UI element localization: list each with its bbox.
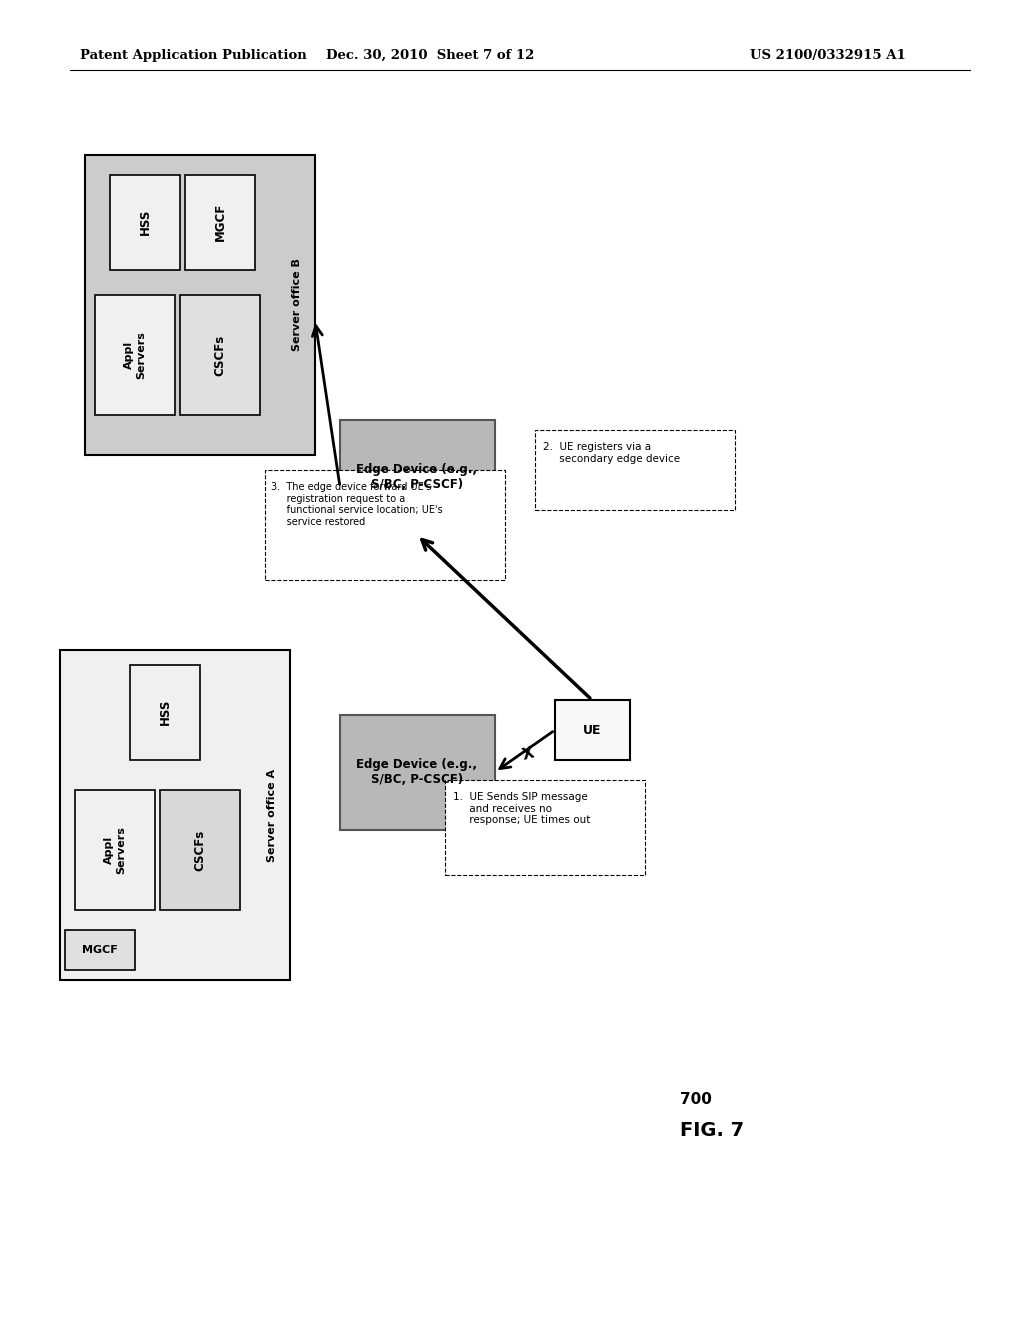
Text: 1.  UE Sends SIP message
     and receives no
     response; UE times out: 1. UE Sends SIP message and receives no … — [453, 792, 591, 825]
Bar — [340, 715, 495, 830]
Text: Appl
Servers: Appl Servers — [124, 331, 145, 379]
Bar — [60, 649, 290, 979]
Text: MGCF: MGCF — [213, 203, 226, 242]
Text: Patent Application Publication: Patent Application Publication — [80, 49, 307, 62]
Bar — [555, 700, 630, 760]
Bar — [535, 430, 735, 510]
Text: Server office B: Server office B — [292, 259, 302, 351]
Bar — [265, 470, 505, 579]
Text: HSS: HSS — [159, 698, 171, 725]
Bar — [85, 154, 315, 455]
Bar — [180, 294, 260, 414]
Text: FIG. 7: FIG. 7 — [680, 1121, 744, 1139]
Text: X: X — [520, 746, 536, 763]
Bar — [445, 780, 645, 875]
Bar — [65, 931, 135, 970]
Text: UE: UE — [583, 723, 601, 737]
Text: US 2100/0332915 A1: US 2100/0332915 A1 — [750, 49, 906, 62]
Text: CSCFs: CSCFs — [213, 334, 226, 376]
Text: Edge Device (e.g.,
S/BC, P-CSCF): Edge Device (e.g., S/BC, P-CSCF) — [356, 758, 477, 785]
Text: CSCFs: CSCFs — [194, 829, 207, 871]
Text: MGCF: MGCF — [82, 945, 118, 954]
Text: Edge Device (e.g.,
S/BC, P-CSCF): Edge Device (e.g., S/BC, P-CSCF) — [356, 463, 477, 491]
Bar — [340, 420, 495, 535]
Bar — [185, 176, 255, 271]
Text: HSS: HSS — [138, 209, 152, 235]
Bar — [160, 789, 240, 909]
Text: Dec. 30, 2010  Sheet 7 of 12: Dec. 30, 2010 Sheet 7 of 12 — [326, 49, 535, 62]
Bar — [130, 665, 200, 760]
Text: 700: 700 — [680, 1093, 712, 1107]
Bar — [95, 294, 175, 414]
Text: Appl
Servers: Appl Servers — [104, 826, 126, 874]
Bar — [75, 789, 155, 909]
Text: Server office A: Server office A — [267, 768, 278, 862]
Text: 2.  UE registers via a
     secondary edge device: 2. UE registers via a secondary edge dev… — [543, 442, 680, 463]
Bar — [110, 176, 180, 271]
Text: 3.  The edge device forward UE's
     registration request to a
     functional : 3. The edge device forward UE's registra… — [271, 482, 442, 527]
